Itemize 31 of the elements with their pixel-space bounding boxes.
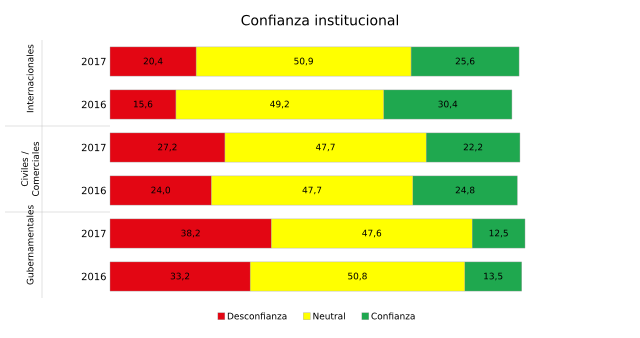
data-label: 38,2 xyxy=(181,230,200,238)
text: Internacionales xyxy=(26,44,34,112)
data-label: 22,2 xyxy=(464,144,482,152)
data-label: 24,8 xyxy=(456,186,474,194)
chart-title: Confianza institucional xyxy=(242,14,398,26)
y-tick-label: 2016 xyxy=(82,186,106,194)
data-label: 13,5 xyxy=(484,272,502,280)
data-label: 47,7 xyxy=(302,186,322,194)
data-label: 15,6 xyxy=(134,100,152,108)
data-label: 50,8 xyxy=(348,272,367,280)
y-tick-label: 2016 xyxy=(82,100,106,108)
data-label: 47,6 xyxy=(362,230,382,238)
data-label: 25,6 xyxy=(456,58,474,66)
data-label: 33,2 xyxy=(170,272,190,280)
data-label: 24,0 xyxy=(151,186,170,194)
y-tick-label: 2017 xyxy=(82,58,106,66)
data-label: 12,5 xyxy=(490,230,508,238)
data-label: 30,4 xyxy=(438,100,458,108)
legend-label: Desconfianza xyxy=(228,312,286,320)
text: Civiles / Comerciales xyxy=(21,142,39,196)
legend-label: Confianza xyxy=(371,312,415,320)
text: Gubernamentales xyxy=(26,205,34,285)
y-tick-label: 2016 xyxy=(82,272,106,280)
data-label: 20,4 xyxy=(144,58,163,66)
y-tick-label: 2017 xyxy=(82,144,106,152)
data-label: 49,2 xyxy=(270,100,289,108)
y-tick-label: 2017 xyxy=(82,230,106,238)
legend-label: Neutral xyxy=(313,312,345,320)
data-label: 27,2 xyxy=(158,144,177,152)
data-label: 47,7 xyxy=(316,144,335,152)
data-label: 50,9 xyxy=(294,58,313,66)
